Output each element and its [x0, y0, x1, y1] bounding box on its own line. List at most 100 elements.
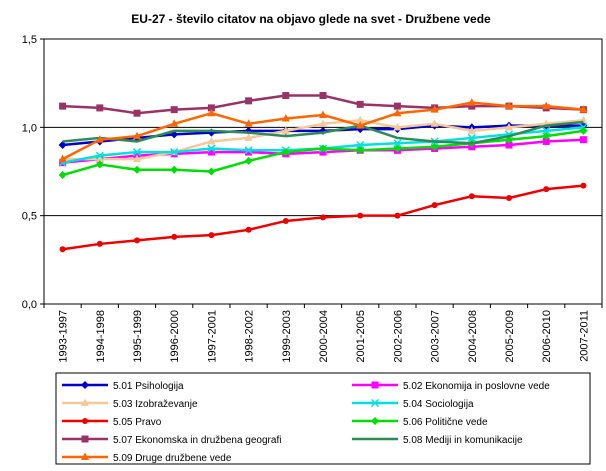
data-point — [244, 133, 253, 141]
data-point — [245, 97, 253, 105]
legend-label: 5.07 Ekonomska in družbena geografi — [113, 435, 281, 446]
data-point — [170, 148, 179, 157]
data-point — [281, 114, 290, 122]
x-tick-label: 1994-1998 — [95, 310, 107, 363]
data-point — [134, 237, 140, 244]
data-point — [96, 240, 103, 247]
chart-title: EU-27 - število citatov na objavo glede … — [131, 12, 491, 26]
data-point — [207, 104, 215, 112]
x-tick-label: 2003-2007 — [430, 310, 442, 363]
data-point — [393, 144, 402, 153]
data-point — [207, 148, 215, 156]
data-point — [356, 140, 365, 150]
legend-item: 5.07 Ekonomska in družbena geografi — [62, 435, 281, 446]
data-point — [133, 154, 141, 163]
data-point — [468, 102, 476, 110]
data-point — [467, 126, 476, 134]
data-point — [579, 136, 587, 144]
data-point — [81, 435, 89, 443]
data-point — [580, 182, 587, 189]
data-point — [207, 108, 216, 117]
data-point — [58, 171, 67, 180]
data-point — [171, 233, 178, 240]
data-point — [59, 246, 66, 253]
data-point — [207, 136, 216, 145]
legend-label: 5.01 Psihologija — [113, 381, 184, 392]
series-group — [58, 92, 588, 253]
data-point — [542, 137, 550, 145]
data-point — [542, 132, 551, 141]
data-point-stroke — [370, 398, 380, 408]
data-point — [320, 214, 326, 221]
series — [62, 120, 584, 145]
x-tick-label: 2000-2004 — [318, 310, 330, 363]
data-point — [356, 100, 364, 108]
legend-box — [55, 372, 591, 465]
data-point — [244, 146, 253, 155]
x-tick-label: 1995-1999 — [132, 310, 144, 363]
legend-item: 5.03 Izobraževanje — [62, 398, 198, 410]
data-point — [543, 186, 550, 193]
x-axis: 1993-1997 1994-1998 1995-1999 1996-2000 1997… — [43, 304, 603, 363]
legend-label: 5.03 Izobraževanje — [113, 399, 198, 410]
x-tick-label: 2004-2008 — [467, 310, 479, 363]
x-tick-label: 2006-2010 — [541, 310, 553, 363]
data-point — [467, 98, 476, 106]
data-point — [394, 212, 401, 219]
legend-item: 5.06 Politične vede — [352, 417, 488, 428]
legend-label: 5.06 Politične vede — [403, 417, 488, 428]
x-tick-label: 2002-2006 — [392, 310, 404, 363]
data-point — [95, 151, 104, 160]
series — [58, 126, 588, 180]
data-point — [59, 102, 67, 110]
data-point — [58, 154, 67, 163]
data-point — [393, 108, 402, 117]
y-axis: 0,0 0,5 1,0 1,5 — [22, 34, 44, 311]
data-point-stroke — [467, 133, 476, 142]
legend-item: 5.08 Mediji in komunikacije — [352, 435, 523, 446]
data-point — [431, 202, 438, 209]
data-point — [170, 165, 179, 174]
data-point — [132, 148, 142, 157]
legend-label: 5.05 Pravo — [113, 417, 162, 428]
x-tick-label: 1996-2000 — [169, 310, 181, 363]
data-point — [319, 110, 327, 118]
data-point — [282, 92, 290, 100]
legend-item: 5.02 Ekonomija in poslovne vede — [352, 381, 550, 392]
series — [58, 98, 588, 163]
y-tick-label: 0,5 — [22, 211, 37, 223]
data-point — [281, 126, 290, 134]
legend-item: 5.04 Sociologija — [352, 398, 474, 410]
data-point — [245, 226, 252, 233]
legend-label: 5.09 Druge družbene vede — [113, 453, 232, 464]
data-point — [245, 148, 253, 156]
legend-item: 5.05 Pravo — [62, 417, 162, 428]
y-tick-label: 1,5 — [22, 34, 37, 46]
data-point — [356, 115, 365, 124]
data-point — [430, 142, 439, 151]
x-tick-label: 2001-2005 — [355, 310, 367, 363]
data-point — [371, 417, 379, 425]
data-point-stroke — [207, 144, 216, 153]
data-point — [357, 212, 364, 219]
data-point — [96, 104, 104, 112]
data-point — [542, 101, 551, 110]
data-point — [579, 105, 588, 113]
data-point — [393, 102, 401, 110]
data-point — [170, 119, 179, 127]
data-point — [81, 381, 89, 389]
data-point — [393, 122, 402, 131]
x-tick-label: 1997-2001 — [206, 310, 218, 363]
data-point — [579, 126, 588, 135]
data-point — [244, 119, 253, 127]
data-point — [244, 156, 253, 165]
legend-label: 5.04 Sociologija — [403, 399, 474, 410]
data-point — [430, 105, 439, 113]
data-point — [82, 418, 88, 424]
legend-item: 5.01 Psihologija — [62, 381, 184, 392]
data-point — [371, 381, 379, 389]
data-point — [133, 131, 141, 140]
data-point — [95, 154, 104, 163]
x-tick-label: 2007-2011 — [578, 310, 590, 362]
data-point — [505, 101, 513, 110]
